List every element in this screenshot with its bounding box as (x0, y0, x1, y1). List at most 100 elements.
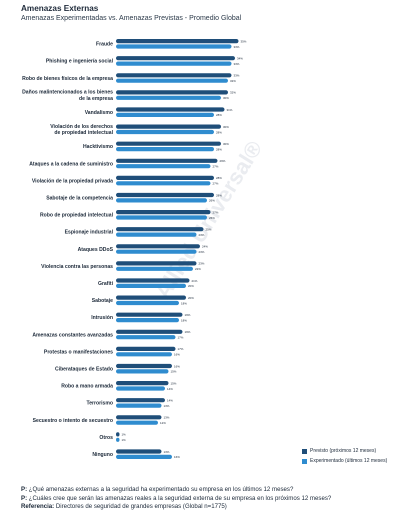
bar-experimentado (116, 95, 221, 100)
category-label: Sabotaje (92, 298, 113, 304)
category-label: Phishing e ingeniería social (46, 59, 114, 65)
bar-previsto (116, 56, 235, 61)
value-label-experimentado: 16% (174, 353, 180, 357)
value-label-previsto: 32% (230, 91, 236, 95)
category-label-line: Daños malintencionados a los bienes (22, 90, 113, 96)
value-label-previsto: 33% (234, 74, 240, 78)
category-label-line: Robo de propiedad intelectual (40, 213, 114, 219)
chart-title: Amenazas Externas (21, 4, 99, 13)
bar-previsto (116, 107, 225, 112)
category-label-line: Ataques DDoS (78, 247, 114, 253)
category-label: Daños malintencionados a los bienes de la… (22, 90, 113, 102)
bar-previsto (116, 141, 221, 146)
bar-previsto (116, 244, 200, 249)
category-label-line: Intrusión (91, 315, 113, 321)
bar-previsto (116, 192, 214, 198)
value-label-experimentado: 28% (216, 147, 222, 151)
category-label-line: Espionaje industrial (65, 230, 114, 236)
bar-experimentado (116, 369, 169, 374)
category-label-line: de propiedad intelectual (54, 130, 113, 136)
bar-previsto (116, 210, 211, 215)
value-label-previsto: 30% (223, 142, 229, 146)
bar-previsto (116, 73, 232, 78)
bar-experimentado (116, 147, 214, 152)
bar-previsto (116, 415, 162, 420)
value-label-experimentado: 27% (213, 182, 219, 186)
bar-previsto (116, 261, 197, 266)
value-label-experimentado: 33% (234, 62, 240, 66)
category-label-line: Violencia contra las personas (41, 264, 113, 270)
category-label-line: Protestas o manifestaciones (44, 349, 113, 355)
value-label-experimentado: 16% (174, 455, 180, 459)
bar-previsto (116, 175, 214, 180)
bar-experimentado (116, 232, 197, 237)
value-label-previsto: 30% (223, 125, 229, 129)
category-label-line: Amenazas constantes avanzadas (32, 332, 113, 338)
category-label-line: Robo a mano armada (61, 384, 113, 390)
bar-experimentado (116, 266, 193, 271)
category-label: Terrorismo (86, 401, 113, 407)
footer-q2-prefix: P: (21, 494, 28, 502)
bar-previsto (116, 398, 165, 403)
bar-experimentado (116, 335, 176, 340)
value-label-previsto: 21% (192, 279, 198, 283)
bar-previsto (116, 449, 162, 454)
bar-experimentado (116, 44, 232, 49)
legend-item-experimentado: Experimentado (últimos 12 meses) (302, 458, 387, 464)
value-label-experimentado: 28% (216, 130, 222, 134)
value-label-previsto: 28% (216, 193, 222, 197)
value-label-previsto: 13% (164, 450, 170, 454)
category-label: Violencia contra las personas (41, 264, 113, 270)
category-label: Espionaje industrial (65, 230, 114, 236)
bar-experimentado (116, 249, 197, 254)
value-label-experimentado: 18% (181, 318, 187, 322)
footer-q2-text: ¿Cuáles cree que serán las amenazas real… (27, 494, 332, 502)
category-label-line: Violación de los derechos (50, 124, 113, 130)
category-label-line: Terrorismo (86, 401, 113, 407)
bar-experimentado (116, 300, 179, 306)
category-label: Robo a mano armada (61, 384, 113, 390)
footer-question-2: P: ¿Cuáles cree que serán las amenazas r… (21, 495, 331, 504)
bar-previsto (116, 39, 239, 44)
category-label: Vandalismo (85, 110, 113, 116)
category-label-line: Ciberataques de Estado (55, 367, 113, 373)
category-label-line: Ninguno (92, 452, 113, 458)
value-label-previsto: 13% (164, 416, 170, 420)
category-label-line: Robo de bienes físicos de la empresa (22, 76, 113, 82)
category-label: Protestas o manifestaciones (44, 349, 113, 355)
bar-previsto (116, 381, 169, 386)
footer-q1-text: ¿Qué amenazas externas a la seguridad ha… (27, 486, 294, 493)
category-label: Intrusión (91, 315, 113, 321)
category-label: Violación de los derechos de propiedad in… (50, 124, 113, 136)
footer-ref-text: Directores de seguridad de grandes empre… (54, 503, 227, 511)
category-label: Ataques DDoS (78, 247, 114, 253)
category-label: Ataques a la cadena de suministro (29, 161, 113, 167)
category-label: Robo de bienes físicos de la empresa (22, 76, 113, 82)
value-label-previsto: 29% (220, 159, 226, 163)
value-label-previsto: 27% (213, 210, 219, 214)
bar-experimentado (116, 283, 186, 288)
value-label-experimentado: 18% (181, 301, 187, 305)
value-label-previsto: 17% (178, 347, 184, 351)
value-label-previsto: 28% (216, 176, 222, 180)
bar-previsto (116, 227, 204, 232)
category-label: Ciberataques de Estado (55, 367, 113, 373)
value-label-previsto: 20% (188, 296, 194, 300)
footer-q1-prefix: P: (21, 486, 28, 493)
category-label: Sabotaje de la competencia (46, 196, 113, 202)
bar-previsto (116, 432, 120, 437)
value-label-previsto: 15% (171, 381, 177, 385)
value-label-experimentado: 26% (209, 216, 215, 220)
value-label-experimentado: 23% (199, 250, 205, 254)
category-label-line: de la empresa (79, 96, 113, 102)
category-label: Secuestro o intento de secuestro (33, 418, 113, 424)
category-label: Hacktivismo (83, 144, 113, 150)
bar-previsto (116, 295, 186, 300)
bar-previsto (116, 346, 176, 351)
footer-question-1: P: ¿Qué amenazas externas a la seguridad… (21, 486, 331, 495)
bar-experimentado (116, 454, 172, 459)
legend-swatch-experimentado (302, 458, 307, 464)
value-label-experimentado: 23% (199, 233, 205, 237)
value-label-previsto: 31% (227, 108, 233, 112)
category-label: Otros (99, 435, 113, 441)
